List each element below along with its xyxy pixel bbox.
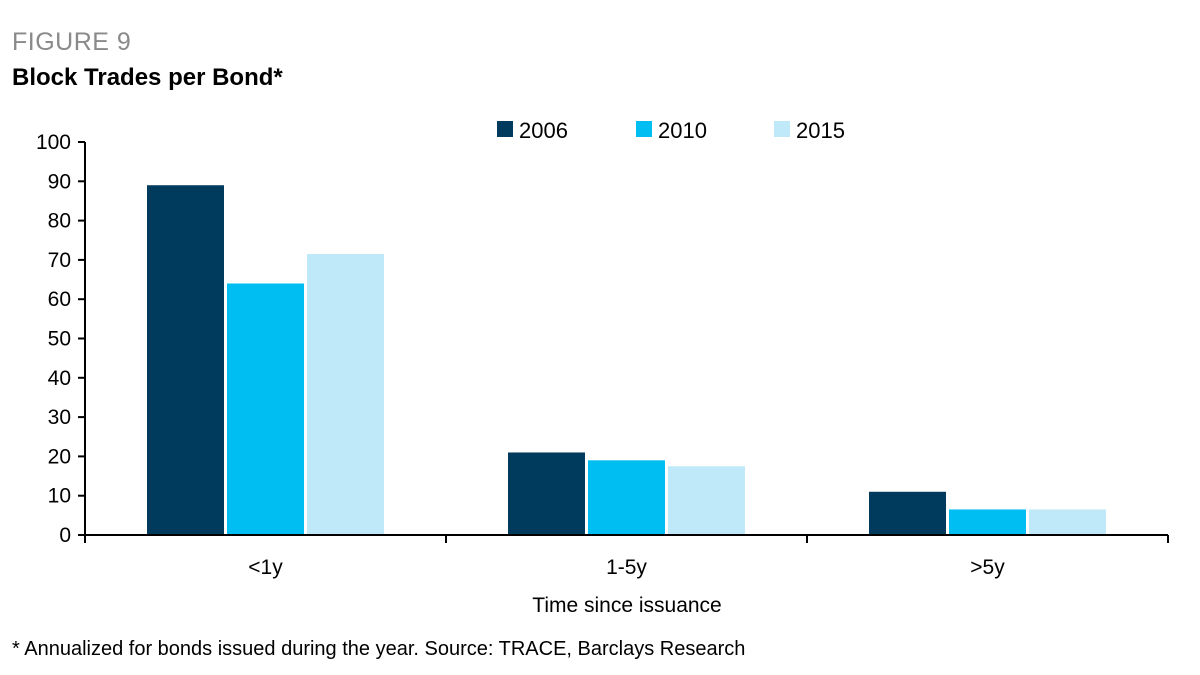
y-tick-label: 80 bbox=[48, 210, 71, 233]
x-tick-label: 1-5y bbox=[606, 556, 647, 579]
bar-2006-2 bbox=[869, 491, 946, 535]
y-tick-label: 60 bbox=[48, 288, 71, 311]
x-axis: <1y 1-5y >5y bbox=[84, 534, 1169, 579]
bar-2015-0 bbox=[307, 254, 384, 535]
footnote: * Annualized for bonds issued during the… bbox=[12, 638, 746, 660]
x-tick-label: <1y bbox=[248, 556, 283, 579]
legend: 2006 2010 2015 bbox=[497, 118, 845, 143]
legend-label: 2006 bbox=[519, 118, 568, 143]
x-tick-label: >5y bbox=[970, 556, 1005, 579]
x-axis-title: Time since issuance bbox=[532, 594, 721, 617]
y-tick-label: 10 bbox=[48, 485, 71, 508]
figure-label: FIGURE 9 bbox=[12, 28, 132, 56]
bar-2006-0 bbox=[147, 185, 224, 536]
bar-2010-2 bbox=[949, 509, 1026, 535]
y-tick-label: 90 bbox=[48, 170, 71, 193]
bar-2010-1 bbox=[588, 460, 665, 535]
bar-2015-1 bbox=[668, 466, 745, 535]
legend-swatch-2006 bbox=[497, 121, 513, 137]
chart-title: Block Trades per Bond* bbox=[12, 64, 283, 91]
y-tick-label: 100 bbox=[36, 131, 71, 154]
bar-2015-2 bbox=[1029, 509, 1106, 535]
y-axis: 0 10 20 30 40 50 60 70 80 90 100 bbox=[36, 131, 86, 547]
legend-swatch-2015 bbox=[774, 121, 790, 137]
y-tick-label: 20 bbox=[48, 445, 71, 468]
y-tick-label: 30 bbox=[48, 406, 71, 429]
legend-swatch-2010 bbox=[636, 121, 652, 137]
bars bbox=[147, 185, 1106, 536]
legend-label: 2015 bbox=[796, 118, 845, 143]
bar-2010-0 bbox=[227, 283, 304, 535]
y-tick-label: 70 bbox=[48, 249, 71, 272]
y-tick-label: 50 bbox=[48, 328, 71, 351]
y-tick-label: 40 bbox=[48, 367, 71, 390]
bar-2006-1 bbox=[508, 452, 585, 535]
y-tick-label: 0 bbox=[59, 524, 71, 547]
legend-label: 2010 bbox=[658, 118, 707, 143]
